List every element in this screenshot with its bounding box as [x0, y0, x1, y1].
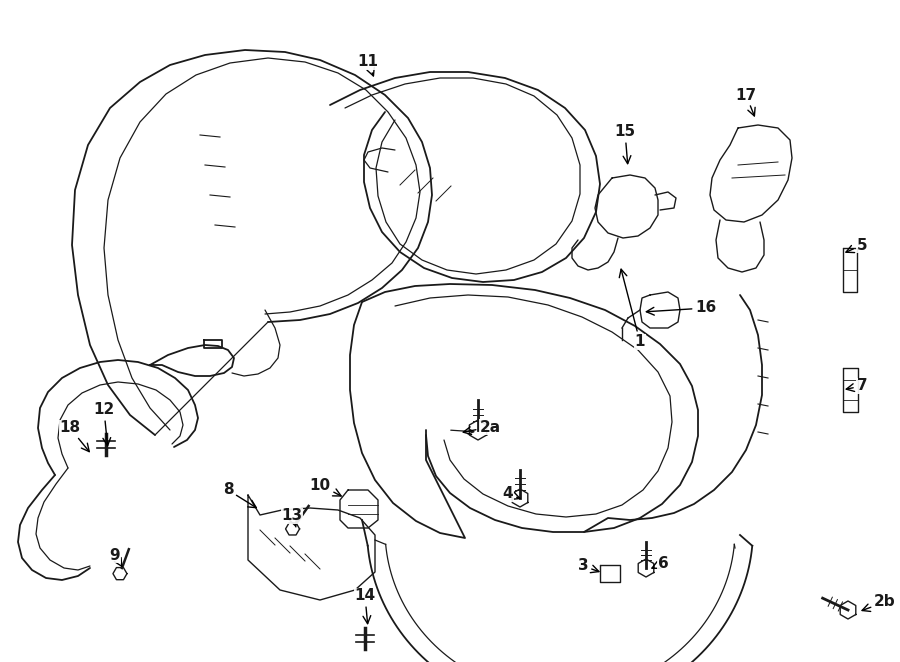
Text: 14: 14 — [355, 589, 375, 624]
Text: 18: 18 — [59, 420, 89, 451]
Text: 15: 15 — [615, 124, 635, 164]
Text: 16: 16 — [646, 301, 716, 316]
Text: 6: 6 — [652, 555, 669, 571]
Text: 2a: 2a — [464, 420, 500, 434]
Text: 2b: 2b — [862, 594, 896, 612]
Text: 3: 3 — [578, 559, 599, 573]
Text: 5: 5 — [846, 238, 868, 253]
Text: 4: 4 — [503, 487, 520, 502]
Text: 13: 13 — [282, 508, 302, 527]
Text: 8: 8 — [222, 483, 256, 508]
Text: 7: 7 — [846, 379, 868, 393]
Text: 17: 17 — [735, 87, 757, 116]
Text: 1: 1 — [619, 269, 645, 350]
Text: 9: 9 — [110, 547, 122, 567]
Text: 12: 12 — [94, 402, 114, 446]
Text: 11: 11 — [357, 54, 379, 76]
Text: 10: 10 — [310, 477, 341, 496]
